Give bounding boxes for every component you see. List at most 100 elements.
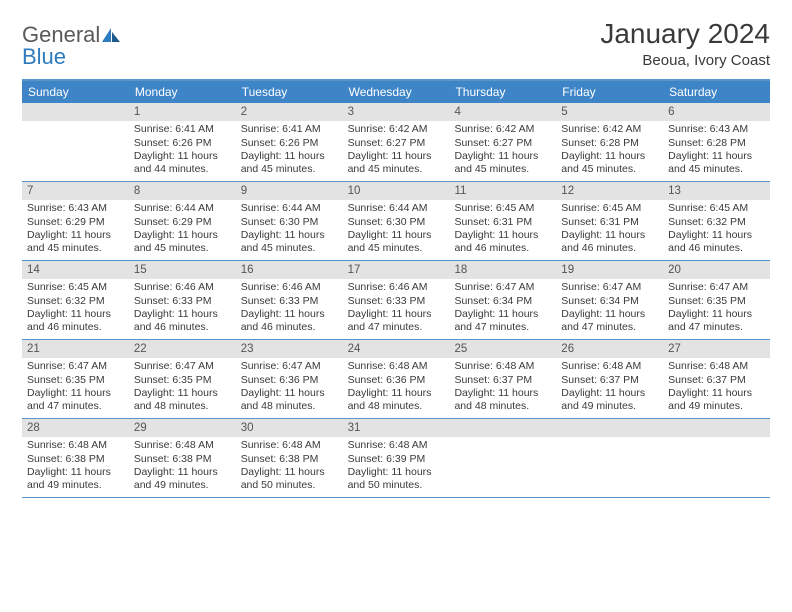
day-number: 22 xyxy=(129,340,236,358)
day-details: Sunrise: 6:41 AMSunset: 6:26 PMDaylight:… xyxy=(236,121,343,180)
sunset-line: Sunset: 6:33 PM xyxy=(241,295,338,308)
day-details: Sunrise: 6:47 AMSunset: 6:36 PMDaylight:… xyxy=(236,358,343,417)
day-details: Sunrise: 6:42 AMSunset: 6:27 PMDaylight:… xyxy=(449,121,556,180)
day-details: Sunrise: 6:47 AMSunset: 6:35 PMDaylight:… xyxy=(22,358,129,417)
day-details: Sunrise: 6:42 AMSunset: 6:28 PMDaylight:… xyxy=(556,121,663,180)
daylight-line: Daylight: 11 hours and 44 minutes. xyxy=(134,150,231,176)
sunset-line: Sunset: 6:36 PM xyxy=(241,374,338,387)
sunset-line: Sunset: 6:29 PM xyxy=(134,216,231,229)
daylight-line: Daylight: 11 hours and 49 minutes. xyxy=(561,387,658,413)
day-details: Sunrise: 6:44 AMSunset: 6:29 PMDaylight:… xyxy=(129,200,236,259)
day-details: Sunrise: 6:45 AMSunset: 6:32 PMDaylight:… xyxy=(663,200,770,259)
day-cell: 30Sunrise: 6:48 AMSunset: 6:38 PMDayligh… xyxy=(236,419,343,497)
sunrise-line: Sunrise: 6:43 AM xyxy=(27,202,124,215)
page-title: January 2024 xyxy=(600,18,770,50)
day-details: Sunrise: 6:43 AMSunset: 6:29 PMDaylight:… xyxy=(22,200,129,259)
sunrise-line: Sunrise: 6:48 AM xyxy=(27,439,124,452)
day-number-empty xyxy=(449,419,556,437)
sunrise-line: Sunrise: 6:48 AM xyxy=(348,360,445,373)
day-number: 11 xyxy=(449,182,556,200)
day-cell: 9Sunrise: 6:44 AMSunset: 6:30 PMDaylight… xyxy=(236,182,343,260)
daylight-line: Daylight: 11 hours and 46 minutes. xyxy=(134,308,231,334)
day-cell: 25Sunrise: 6:48 AMSunset: 6:37 PMDayligh… xyxy=(449,340,556,418)
weekday-header: Monday xyxy=(129,81,236,103)
sunset-line: Sunset: 6:30 PM xyxy=(241,216,338,229)
sunset-line: Sunset: 6:26 PM xyxy=(241,137,338,150)
day-cell: 8Sunrise: 6:44 AMSunset: 6:29 PMDaylight… xyxy=(129,182,236,260)
sunrise-line: Sunrise: 6:48 AM xyxy=(134,439,231,452)
sunrise-line: Sunrise: 6:41 AM xyxy=(134,123,231,136)
sunrise-line: Sunrise: 6:42 AM xyxy=(561,123,658,136)
sunset-line: Sunset: 6:35 PM xyxy=(27,374,124,387)
day-number: 8 xyxy=(129,182,236,200)
day-number: 23 xyxy=(236,340,343,358)
sunset-line: Sunset: 6:27 PM xyxy=(348,137,445,150)
sunrise-line: Sunrise: 6:48 AM xyxy=(348,439,445,452)
day-number: 10 xyxy=(343,182,450,200)
day-details: Sunrise: 6:42 AMSunset: 6:27 PMDaylight:… xyxy=(343,121,450,180)
day-number: 13 xyxy=(663,182,770,200)
day-cell: 31Sunrise: 6:48 AMSunset: 6:39 PMDayligh… xyxy=(343,419,450,497)
sunset-line: Sunset: 6:36 PM xyxy=(348,374,445,387)
day-details: Sunrise: 6:48 AMSunset: 6:38 PMDaylight:… xyxy=(236,437,343,496)
daylight-line: Daylight: 11 hours and 45 minutes. xyxy=(134,229,231,255)
day-cell: 13Sunrise: 6:45 AMSunset: 6:32 PMDayligh… xyxy=(663,182,770,260)
page: General Blue January 2024 Beoua, Ivory C… xyxy=(0,0,792,516)
daylight-line: Daylight: 11 hours and 48 minutes. xyxy=(241,387,338,413)
daylight-line: Daylight: 11 hours and 45 minutes. xyxy=(27,229,124,255)
day-number-empty xyxy=(556,419,663,437)
day-cell: 1Sunrise: 6:41 AMSunset: 6:26 PMDaylight… xyxy=(129,103,236,181)
day-number: 16 xyxy=(236,261,343,279)
day-details: Sunrise: 6:47 AMSunset: 6:34 PMDaylight:… xyxy=(556,279,663,338)
sunrise-line: Sunrise: 6:47 AM xyxy=(561,281,658,294)
sunrise-line: Sunrise: 6:45 AM xyxy=(668,202,765,215)
sunrise-line: Sunrise: 6:47 AM xyxy=(134,360,231,373)
daylight-line: Daylight: 11 hours and 48 minutes. xyxy=(134,387,231,413)
day-details: Sunrise: 6:46 AMSunset: 6:33 PMDaylight:… xyxy=(129,279,236,338)
sunset-line: Sunset: 6:35 PM xyxy=(668,295,765,308)
day-cell: 12Sunrise: 6:45 AMSunset: 6:31 PMDayligh… xyxy=(556,182,663,260)
sunset-line: Sunset: 6:31 PM xyxy=(561,216,658,229)
sunset-line: Sunset: 6:37 PM xyxy=(668,374,765,387)
day-cell: 2Sunrise: 6:41 AMSunset: 6:26 PMDaylight… xyxy=(236,103,343,181)
daylight-line: Daylight: 11 hours and 47 minutes. xyxy=(27,387,124,413)
day-number: 26 xyxy=(556,340,663,358)
week-row: 21Sunrise: 6:47 AMSunset: 6:35 PMDayligh… xyxy=(22,340,770,419)
day-number: 27 xyxy=(663,340,770,358)
day-details: Sunrise: 6:47 AMSunset: 6:34 PMDaylight:… xyxy=(449,279,556,338)
week-row: 28Sunrise: 6:48 AMSunset: 6:38 PMDayligh… xyxy=(22,419,770,498)
sunset-line: Sunset: 6:38 PM xyxy=(241,453,338,466)
day-cell xyxy=(556,419,663,497)
daylight-line: Daylight: 11 hours and 45 minutes. xyxy=(454,150,551,176)
weekday-header-row: SundayMondayTuesdayWednesdayThursdayFrid… xyxy=(22,81,770,103)
sunset-line: Sunset: 6:31 PM xyxy=(454,216,551,229)
day-details: Sunrise: 6:48 AMSunset: 6:39 PMDaylight:… xyxy=(343,437,450,496)
day-number: 29 xyxy=(129,419,236,437)
sunrise-line: Sunrise: 6:42 AM xyxy=(454,123,551,136)
day-cell: 27Sunrise: 6:48 AMSunset: 6:37 PMDayligh… xyxy=(663,340,770,418)
day-cell: 3Sunrise: 6:42 AMSunset: 6:27 PMDaylight… xyxy=(343,103,450,181)
day-number: 12 xyxy=(556,182,663,200)
title-block: January 2024 Beoua, Ivory Coast xyxy=(600,18,770,69)
day-number: 19 xyxy=(556,261,663,279)
day-details: Sunrise: 6:48 AMSunset: 6:36 PMDaylight:… xyxy=(343,358,450,417)
day-number: 15 xyxy=(129,261,236,279)
day-cell: 21Sunrise: 6:47 AMSunset: 6:35 PMDayligh… xyxy=(22,340,129,418)
daylight-line: Daylight: 11 hours and 49 minutes. xyxy=(27,466,124,492)
day-details: Sunrise: 6:45 AMSunset: 6:31 PMDaylight:… xyxy=(449,200,556,259)
sunrise-line: Sunrise: 6:41 AM xyxy=(241,123,338,136)
sunset-line: Sunset: 6:27 PM xyxy=(454,137,551,150)
week-row: 1Sunrise: 6:41 AMSunset: 6:26 PMDaylight… xyxy=(22,103,770,182)
daylight-line: Daylight: 11 hours and 45 minutes. xyxy=(348,229,445,255)
day-details: Sunrise: 6:47 AMSunset: 6:35 PMDaylight:… xyxy=(129,358,236,417)
day-cell: 23Sunrise: 6:47 AMSunset: 6:36 PMDayligh… xyxy=(236,340,343,418)
day-cell: 5Sunrise: 6:42 AMSunset: 6:28 PMDaylight… xyxy=(556,103,663,181)
sunset-line: Sunset: 6:33 PM xyxy=(348,295,445,308)
sunset-line: Sunset: 6:32 PM xyxy=(668,216,765,229)
daylight-line: Daylight: 11 hours and 45 minutes. xyxy=(561,150,658,176)
day-cell: 10Sunrise: 6:44 AMSunset: 6:30 PMDayligh… xyxy=(343,182,450,260)
day-details: Sunrise: 6:41 AMSunset: 6:26 PMDaylight:… xyxy=(129,121,236,180)
day-cell xyxy=(663,419,770,497)
day-cell: 16Sunrise: 6:46 AMSunset: 6:33 PMDayligh… xyxy=(236,261,343,339)
daylight-line: Daylight: 11 hours and 46 minutes. xyxy=(27,308,124,334)
